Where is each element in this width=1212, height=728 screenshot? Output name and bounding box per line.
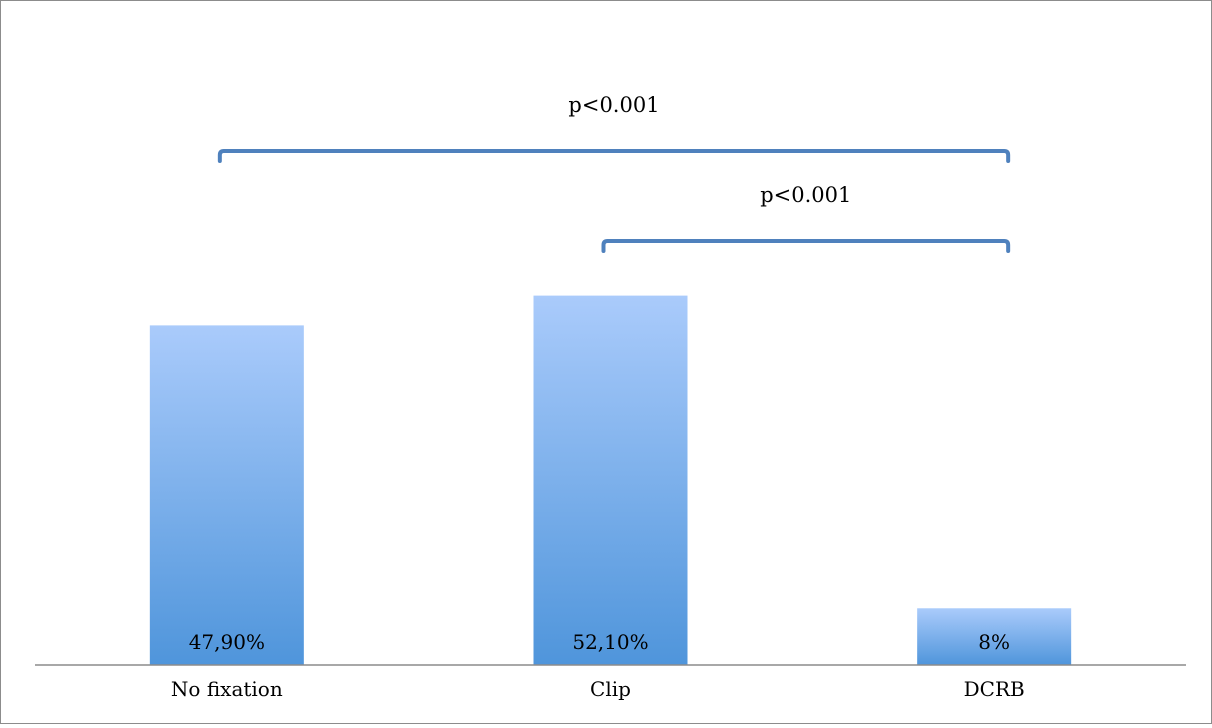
significance-label-1: p<0.001 bbox=[568, 93, 659, 117]
bar-clip bbox=[533, 295, 688, 665]
value-label-no-fixation: 47,90% bbox=[189, 630, 265, 654]
significance-label-2: p<0.001 bbox=[760, 183, 851, 207]
category-label-clip: Clip bbox=[590, 677, 631, 701]
value-label-dcrb: 8% bbox=[978, 630, 1010, 654]
bar-dcrb bbox=[917, 608, 1072, 665]
category-label-dcrb: DCRB bbox=[964, 677, 1025, 701]
significance-bracket-2 bbox=[601, 239, 1011, 253]
significance-bracket-1 bbox=[217, 149, 1011, 163]
value-label-clip: 52,10% bbox=[572, 630, 648, 654]
category-label-no-fixation: No fixation bbox=[171, 677, 283, 701]
bar-no-fixation bbox=[149, 325, 304, 665]
